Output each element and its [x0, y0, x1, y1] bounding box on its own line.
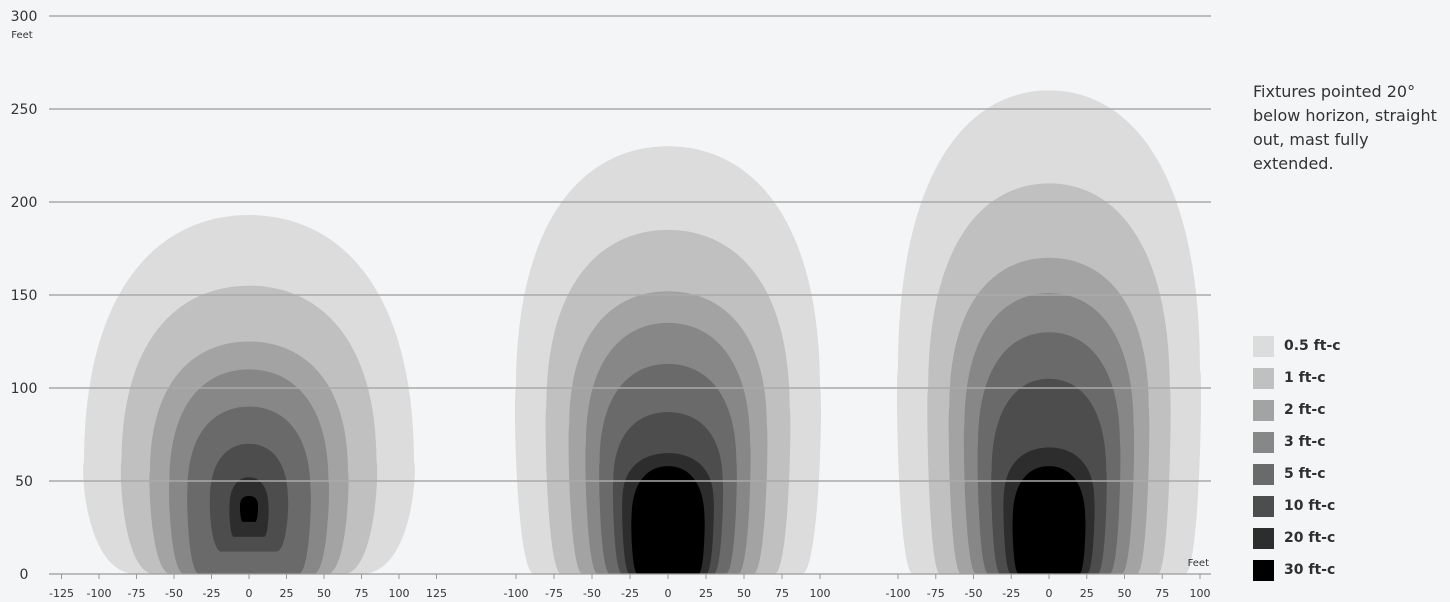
legend-item: 30 ft-c	[1253, 554, 1341, 586]
legend-swatch	[1253, 527, 1274, 549]
x-tick-label: -50	[583, 587, 601, 600]
x-tick-label: 25	[1080, 587, 1094, 600]
x-tick-label: -125	[49, 587, 74, 600]
x-tick-label: 75	[355, 587, 369, 600]
contour-panel3-30-ft-c	[1012, 466, 1086, 574]
legend-label: 2 ft-c	[1284, 402, 1326, 418]
legend-item: 10 ft-c	[1253, 490, 1341, 522]
x-tick-label: -50	[965, 587, 983, 600]
legend-swatch	[1253, 399, 1274, 421]
legend-item: 5 ft-c	[1253, 458, 1341, 490]
x-tick-label: 0	[665, 587, 672, 600]
x-tick-label: 75	[775, 587, 789, 600]
x-tick-label: 100	[389, 587, 410, 600]
legend-item: 2 ft-c	[1253, 394, 1341, 426]
x-tick-label: -75	[927, 587, 945, 600]
x-tick-label: -100	[87, 587, 112, 600]
y-tick-label: 0	[20, 567, 29, 583]
x-tick-label: -25	[203, 587, 221, 600]
x-tick-label: 100	[1190, 587, 1211, 600]
x-tick-label: -50	[165, 587, 183, 600]
x-tick-label: 50	[317, 587, 331, 600]
legend-label: 1 ft-c	[1284, 370, 1326, 386]
x-tick-label: 0	[246, 587, 253, 600]
legend-swatch	[1253, 367, 1274, 389]
grid-layer	[49, 15, 1211, 575]
legend-swatch	[1253, 463, 1274, 485]
x-tick-label: 50	[1118, 587, 1132, 600]
x-tick-label: -75	[128, 587, 146, 600]
x-tick-label: 75	[1155, 587, 1169, 600]
x-tick-label: -25	[1002, 587, 1020, 600]
legend-item: 20 ft-c	[1253, 522, 1341, 554]
x-tick-label: 0	[1046, 587, 1053, 600]
legend-swatch	[1253, 559, 1274, 581]
legend-swatch	[1253, 431, 1274, 453]
x-tick-label: 50	[737, 587, 751, 600]
legend-label: 0.5 ft-c	[1284, 338, 1341, 354]
contour-panel2-30-ft-c	[631, 466, 705, 574]
contour-layer	[83, 90, 1202, 575]
y-tick-label: 200	[11, 195, 38, 211]
x-tick-label: 25	[699, 587, 713, 600]
legend-item: 3 ft-c	[1253, 426, 1341, 458]
y-tick-label: 100	[11, 381, 38, 397]
chart-note: Fixtures pointed 20° below horizon, stra…	[1253, 82, 1437, 173]
y-tick-label: 150	[11, 288, 38, 304]
x-axis-unit-label: Feet	[1188, 558, 1210, 569]
x-tick-label: 125	[426, 587, 447, 600]
x-tick-label: -100	[504, 587, 529, 600]
legend-label: 3 ft-c	[1284, 434, 1326, 450]
y-tick-label: 50	[15, 474, 33, 490]
x-tick-label: 100	[810, 587, 831, 600]
legend-swatch	[1253, 335, 1274, 357]
legend-label: 20 ft-c	[1284, 530, 1336, 546]
x-tick-label: -100	[886, 587, 911, 600]
legend-label: 5 ft-c	[1284, 466, 1326, 482]
x-tick-label: 25	[280, 587, 294, 600]
legend-item: 1 ft-c	[1253, 362, 1341, 394]
y-tick-label: 300	[11, 9, 38, 25]
legend-swatch	[1253, 495, 1274, 517]
x-tick-label: -25	[621, 587, 639, 600]
y-tick-label: 250	[11, 102, 38, 118]
legend-label: 10 ft-c	[1284, 498, 1336, 514]
y-axis-unit-label: Feet	[11, 30, 33, 41]
legend-label: 30 ft-c	[1284, 562, 1336, 578]
x-tick-label: -75	[545, 587, 563, 600]
legend: 0.5 ft-c 1 ft-c 2 ft-c 3 ft-c 5 ft-c 10 ft-c 2…	[1253, 330, 1341, 586]
contour-panel1-30-ft-c	[239, 495, 259, 522]
legend-item: 0.5 ft-c	[1253, 330, 1341, 362]
